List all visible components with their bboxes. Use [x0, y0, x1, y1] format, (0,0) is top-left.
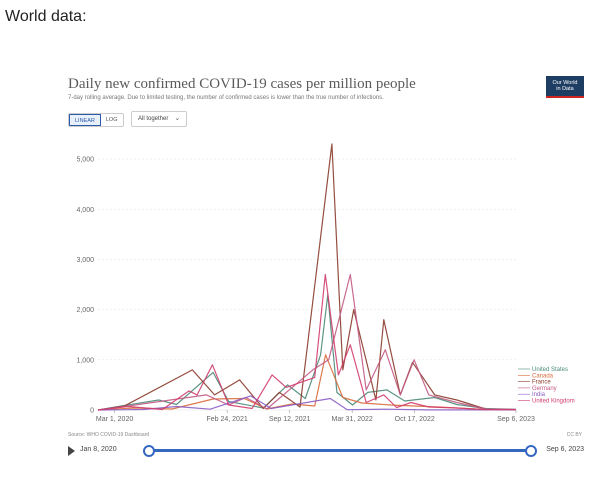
y-tick-label: 1,000 — [76, 357, 94, 364]
chart-card: Daily new confirmed COVID-19 cases per m… — [56, 72, 596, 464]
legend-layer: United StatesCanadaFranceGermanyIndiaUni… — [518, 367, 575, 405]
y-tick-label: 3,000 — [76, 257, 94, 264]
license-note[interactable]: CC BY — [566, 432, 582, 438]
legend-label-india: India — [532, 392, 546, 398]
chart-title: Daily new confirmed COVID-19 cases per m… — [68, 76, 416, 92]
facet-dropdown[interactable]: All together ⌄ — [131, 111, 188, 127]
timeline-slider[interactable]: Jan 8, 2020 Sep 6, 2023 — [66, 443, 586, 459]
legend-label-france: France — [532, 380, 551, 386]
x-tick-label: Sep 12, 2021 — [269, 416, 311, 423]
legend-label-united-kingdom: United Kingdom — [532, 399, 575, 405]
logo-line-1: Our World — [552, 80, 578, 86]
x-tick-label: Mar 31, 2022 — [332, 416, 373, 423]
series-layer — [97, 143, 517, 411]
tick-layer: 0 1,000 2,000 3,000 4,000 5,000 Mar 1, 2020 Feb… — [76, 157, 535, 423]
source-note: Source: WHO COVID-19 Dashboard — [68, 432, 150, 438]
scale-toggle: LINEAR LOG — [68, 113, 124, 127]
timeline-end-label: Sep 6, 2023 — [546, 446, 584, 453]
timeline-track[interactable] — [148, 449, 530, 452]
chart-subtitle: 7-day rolling average. Due to limited te… — [68, 95, 384, 101]
timeline-start-handle[interactable] — [143, 445, 155, 457]
line-chart: 0 1,000 2,000 3,000 4,000 5,000 Mar 1, 2020 Feb… — [76, 143, 575, 423]
legend-label-canada: Canada — [532, 373, 554, 379]
series-line-united-kingdom — [97, 273, 516, 411]
log-scale-button[interactable]: LOG — [105, 117, 118, 123]
linear-scale-button[interactable]: LINEAR — [69, 114, 101, 126]
series-line-united-states — [97, 294, 517, 411]
chevron-down-icon: ⌄ — [174, 115, 181, 122]
x-tick-label: Feb 24, 2021 — [206, 416, 247, 423]
series-line-canada — [97, 354, 517, 411]
legend-label-united-states: United States — [532, 367, 568, 373]
x-tick-label: Oct 17, 2022 — [395, 416, 435, 423]
timeline-end-handle[interactable] — [525, 445, 537, 457]
y-tick-label: 4,000 — [76, 207, 94, 214]
logo-line-2: in Data — [556, 86, 574, 92]
x-tick-label: Mar 1, 2020 — [96, 416, 133, 423]
series-line-germany — [97, 273, 517, 411]
grid-layer — [98, 158, 516, 411]
y-tick-label: 0 — [90, 408, 94, 415]
owid-logo[interactable]: Our World in Data — [546, 76, 584, 98]
y-tick-label: 2,000 — [76, 307, 94, 314]
x-tick-label: Sep 6, 2023 — [497, 416, 535, 423]
facet-dropdown-label: All together — [138, 116, 169, 122]
legend-label-germany: Germany — [532, 386, 557, 392]
series-line-france — [97, 143, 517, 411]
page-heading: World data: — [5, 8, 87, 25]
timeline-start-label: Jan 8, 2020 — [80, 446, 117, 453]
play-icon[interactable] — [68, 446, 75, 456]
y-tick-label: 5,000 — [76, 157, 94, 164]
